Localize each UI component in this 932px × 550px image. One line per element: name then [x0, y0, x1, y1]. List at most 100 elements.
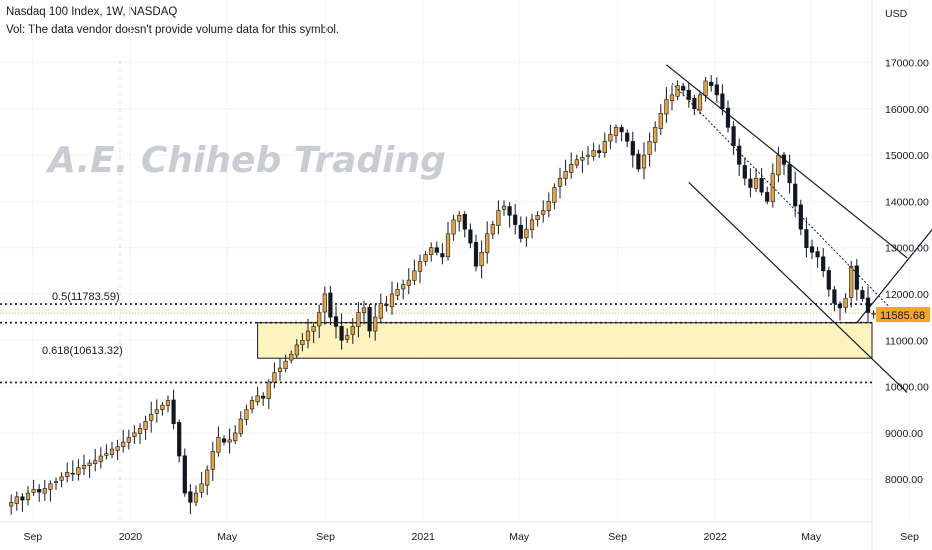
- candle-body: [479, 252, 484, 267]
- x-tick-label: Sep: [316, 531, 335, 543]
- candle-body: [837, 303, 843, 309]
- candle-body: [473, 242, 479, 267]
- candle-body: [518, 224, 523, 239]
- candle-body: [395, 289, 400, 296]
- candle-body: [759, 178, 764, 193]
- candle-body: [14, 496, 19, 504]
- candle-body: [513, 214, 518, 225]
- candle-body: [451, 219, 456, 235]
- candle-body: [233, 432, 238, 442]
- candle-body: [104, 453, 109, 456]
- candle-body: [574, 159, 579, 166]
- x-tick-label: Sep: [900, 531, 919, 543]
- candle-body: [37, 489, 42, 493]
- candle-body: [277, 367, 283, 372]
- x-tick-label: Sep: [608, 531, 627, 543]
- candle-body: [300, 339, 305, 345]
- candle-body: [350, 326, 355, 335]
- candle-body: [625, 132, 630, 142]
- candle-body: [109, 448, 115, 455]
- x-tick-label: May: [801, 531, 822, 543]
- candle-body: [692, 98, 697, 110]
- candle-body: [261, 395, 266, 399]
- candle-body: [193, 492, 199, 503]
- candle-body: [535, 214, 540, 221]
- candle-body: [406, 279, 411, 286]
- candle-body: [507, 206, 512, 216]
- candle-body: [289, 353, 294, 361]
- candle-body: [826, 270, 831, 290]
- candle-body: [753, 177, 759, 189]
- candle-body: [440, 253, 445, 258]
- candle-body: [630, 141, 635, 156]
- candle-body: [48, 483, 53, 490]
- candle-body: [849, 265, 854, 298]
- x-tick-label: 2020: [119, 531, 143, 543]
- candle-body: [244, 409, 249, 420]
- candle-body: [541, 210, 546, 215]
- candle-body: [115, 446, 120, 451]
- candle-body: [468, 229, 473, 244]
- candle-body: [401, 284, 406, 290]
- candle-body: [367, 306, 372, 332]
- candle-body: [703, 80, 708, 96]
- candle-body: [121, 441, 126, 447]
- candle-body: [177, 422, 182, 457]
- watermark-text: A.E. Chiheb Trading: [45, 140, 446, 181]
- candle-body: [843, 298, 848, 308]
- candle-body: [76, 467, 81, 475]
- candle-body: [81, 465, 87, 469]
- candle-body: [686, 89, 691, 100]
- candle-body: [675, 85, 680, 97]
- candle-body: [490, 224, 495, 235]
- candle-body: [171, 399, 176, 424]
- candle-body: [149, 414, 154, 421]
- candle-body: [417, 261, 423, 272]
- candle-body: [87, 462, 92, 467]
- candle-body: [182, 455, 187, 494]
- candle-body: [725, 107, 731, 128]
- price-axis[interactable]: USD 8000.00 9000.00 10000.00 11000.00 12000.…: [885, 8, 929, 486]
- candle-body: [664, 99, 669, 115]
- candle-body: [59, 476, 64, 481]
- candle-body: [221, 438, 227, 443]
- candle-body: [361, 307, 367, 313]
- drawing-lines: [666, 64, 932, 394]
- candle-body: [765, 192, 770, 202]
- time-axis[interactable]: Sep2020MaySep2021MaySep2022MaySep2023: [23, 531, 932, 543]
- candle-body: [143, 421, 148, 430]
- candle-body: [602, 140, 607, 154]
- candle-body: [709, 81, 714, 86]
- candles: [9, 75, 876, 515]
- candle-body: [65, 471, 70, 478]
- candle-body: [669, 94, 675, 101]
- candle-body: [787, 164, 792, 184]
- candle-body: [731, 126, 736, 147]
- candle-body: [305, 330, 311, 341]
- last-price-value: 11585.68: [880, 310, 925, 322]
- candle-body: [373, 316, 378, 332]
- y-tick-label: 16000.00: [885, 104, 929, 116]
- channel-upper-line: [666, 64, 908, 259]
- candle-body: [199, 483, 204, 493]
- fib-zone: [257, 322, 873, 359]
- y-tick-label: 8000.00: [885, 474, 923, 486]
- candle-body: [636, 153, 641, 170]
- candle-body: [188, 491, 193, 503]
- candle-body: [714, 84, 719, 96]
- candle-body: [742, 165, 747, 179]
- candle-body: [619, 127, 624, 133]
- candle-body: [608, 133, 613, 142]
- candle-body: [283, 360, 288, 370]
- candle-body: [429, 247, 434, 255]
- candle-body: [384, 303, 389, 306]
- fib-label-0-618: 0.618(10613.32): [42, 345, 123, 357]
- candle-body: [272, 372, 277, 383]
- candle-body: [748, 178, 753, 188]
- candle-body: [216, 437, 221, 453]
- candle-body: [333, 316, 339, 327]
- last-price-tag: 11585.68: [876, 307, 930, 322]
- candle-body: [591, 150, 596, 157]
